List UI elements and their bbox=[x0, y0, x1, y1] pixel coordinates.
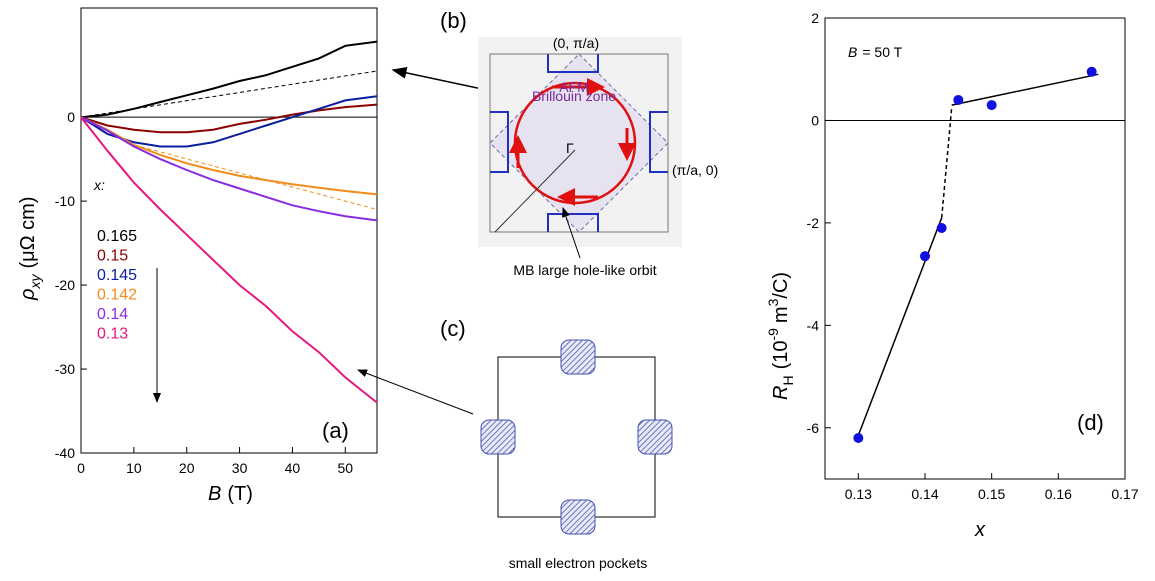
x-tick-label: 0.13 bbox=[845, 486, 872, 502]
caption-arrow bbox=[562, 207, 581, 259]
gamma-label: Γ bbox=[566, 140, 574, 156]
fit-line bbox=[951, 73, 1099, 106]
y-label-sub: xy bbox=[27, 274, 43, 290]
brillouin-zone-diagram: (0, π/a) AFM Brillouin zone (π/a, 0) Γ bbox=[478, 35, 718, 247]
data-line bbox=[80, 95, 378, 148]
electron-pocket bbox=[637, 419, 673, 455]
data-point bbox=[936, 223, 947, 234]
y-axis-label: RH (10-9 m3/C) bbox=[765, 272, 796, 400]
y-label-sub: H bbox=[780, 375, 796, 385]
x-axis-label: B (T) bbox=[208, 483, 253, 505]
legend-label: 0.14 bbox=[97, 306, 128, 323]
right-label: (π/a, 0) bbox=[672, 162, 718, 178]
y-tick-label: 2 bbox=[811, 10, 819, 26]
data-line bbox=[80, 116, 378, 196]
y-tick-label: -30 bbox=[55, 361, 75, 377]
caption: MB large hole-like orbit bbox=[513, 262, 656, 278]
legend-label: 0.142 bbox=[97, 287, 137, 304]
y-tick-label: -4 bbox=[807, 317, 820, 333]
zone-square bbox=[497, 356, 656, 518]
pointer-arrow bbox=[357, 369, 474, 415]
legend-label: 0.13 bbox=[97, 326, 128, 343]
data-line bbox=[80, 116, 378, 404]
annotation: B = 50 T bbox=[848, 44, 903, 60]
fit-line bbox=[857, 217, 943, 436]
y-label-exp: -9 bbox=[765, 328, 781, 341]
panel-label: (a) bbox=[322, 418, 349, 443]
x-tick-label: 40 bbox=[285, 460, 301, 476]
y-label-unit: (10 bbox=[770, 341, 792, 370]
y-tick-label: -20 bbox=[55, 277, 75, 293]
y-axis-label: ρxy (μΩ cm) bbox=[17, 197, 43, 301]
y-tick-label: 0 bbox=[67, 109, 75, 125]
gamma-line bbox=[494, 149, 576, 233]
x-tick-label: 10 bbox=[126, 460, 142, 476]
x-label-unit: (T) bbox=[227, 483, 253, 505]
top-label: (0, π/a) bbox=[553, 35, 599, 51]
guide-line bbox=[133, 144, 378, 210]
fit-line bbox=[940, 107, 953, 218]
y-tick-label: -10 bbox=[55, 193, 75, 209]
plot-frame bbox=[824, 17, 1126, 480]
x-tick-label: 0.17 bbox=[1111, 486, 1138, 502]
panel-label: (d) bbox=[1077, 410, 1104, 435]
data-point bbox=[920, 251, 930, 262]
x-tick-label: 20 bbox=[179, 460, 195, 476]
x-label-symbol: B bbox=[208, 483, 221, 505]
electron-pocket bbox=[480, 419, 516, 455]
caption: small electron pockets bbox=[509, 555, 648, 571]
x-axis-label: x bbox=[974, 519, 986, 541]
zone-label: Brillouin zone bbox=[532, 88, 616, 104]
y-label-exp: 3 bbox=[765, 298, 781, 306]
legend-label: 0.15 bbox=[97, 248, 128, 265]
annotation-var: B bbox=[848, 44, 857, 60]
data-line bbox=[80, 103, 378, 134]
x-tick-label: 0.14 bbox=[911, 486, 938, 502]
y-label-unit: m bbox=[770, 306, 792, 323]
legend-label: 0.145 bbox=[97, 267, 137, 284]
legend-label: 0.165 bbox=[97, 228, 137, 245]
data-point bbox=[1086, 66, 1097, 77]
y-tick-label: -2 bbox=[807, 215, 820, 231]
y-label-symbol: ρ bbox=[17, 289, 39, 301]
y-label-symbol: R bbox=[770, 386, 792, 400]
data-line bbox=[80, 116, 378, 222]
zone-label: AFM bbox=[559, 79, 589, 95]
y-label-unit: (μΩ cm) bbox=[17, 197, 39, 269]
legend-title: x: bbox=[93, 177, 105, 193]
data-point bbox=[853, 433, 864, 444]
pocket-edges bbox=[490, 54, 668, 232]
y-tick-label: 0 bbox=[811, 112, 819, 128]
annotation-text: = 50 T bbox=[862, 44, 902, 60]
data-point bbox=[986, 100, 997, 111]
x-tick-label: 0.15 bbox=[978, 486, 1005, 502]
y-tick-label: -6 bbox=[807, 420, 820, 436]
electron-pocket bbox=[560, 339, 596, 375]
y-label-unit: /C) bbox=[770, 272, 792, 299]
data-line bbox=[80, 40, 378, 119]
electron-pocket bbox=[560, 499, 596, 535]
x-tick-label: 0 bbox=[77, 460, 85, 476]
plot-frame bbox=[80, 7, 378, 454]
x-tick-label: 50 bbox=[337, 460, 353, 476]
x-tick-label: 30 bbox=[232, 460, 248, 476]
x-tick-label: 0.16 bbox=[1045, 486, 1072, 502]
data-point bbox=[953, 94, 964, 105]
panel-label: (c) bbox=[440, 316, 466, 341]
panel-label: (b) bbox=[440, 8, 467, 33]
y-tick-label: -40 bbox=[55, 445, 75, 461]
